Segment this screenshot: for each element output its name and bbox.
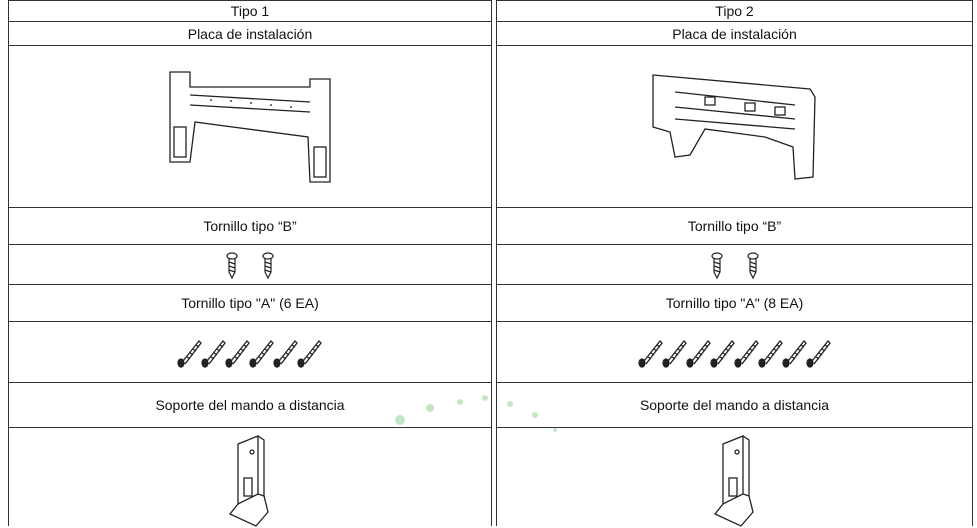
row-label: Soporte del mando a distancia — [9, 383, 491, 428]
plate-icon — [169, 70, 331, 183]
header: Tipo 1 — [9, 0, 491, 22]
screw-b-icons — [710, 251, 759, 279]
row-label: Tornillo tipo “B” — [9, 208, 491, 245]
header: Tipo 2 — [497, 0, 972, 22]
row-label: Soporte del mando a distancia — [497, 383, 972, 428]
plate-icon — [651, 73, 816, 180]
image-cell — [9, 428, 491, 527]
column-1: Tipo 1 Placa de instalación Tornillo tip… — [8, 0, 492, 527]
row-label: Tornillo tipo "A" (8 EA) — [497, 285, 972, 322]
row-label: Tornillo tipo “B” — [497, 208, 972, 245]
holder-icon — [713, 435, 754, 527]
screw-a-icons — [177, 340, 322, 368]
row-label: Placa de instalación — [497, 22, 972, 46]
holder-icon — [229, 435, 269, 527]
image-cell — [497, 322, 972, 383]
image-cell — [9, 245, 491, 285]
row-label: Placa de instalación — [9, 22, 491, 46]
image-cell — [9, 322, 491, 383]
screw-b-icons — [226, 251, 274, 279]
screw-a-icons — [637, 340, 831, 368]
column-2: Tipo 2 Placa de instalación Tornillo tip… — [496, 0, 973, 527]
image-cell — [497, 46, 972, 208]
image-cell — [9, 46, 491, 208]
image-cell — [497, 245, 972, 285]
image-cell — [497, 428, 972, 527]
row-label: Tornillo tipo "A" (6 EA) — [9, 285, 491, 322]
